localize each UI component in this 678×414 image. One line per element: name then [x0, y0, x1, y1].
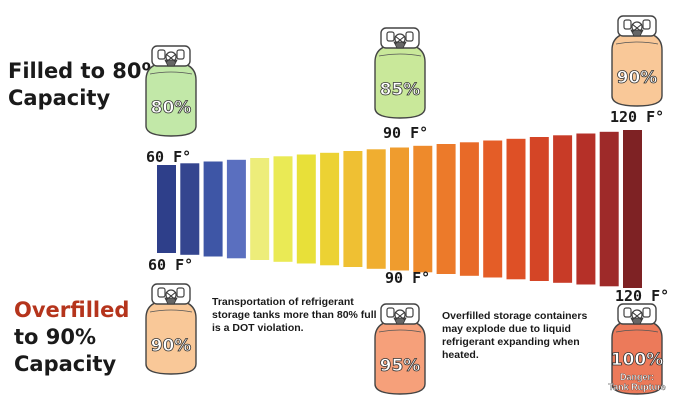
- filled-heading-line2: Capacity: [8, 86, 111, 110]
- propane-tank-icon: [145, 283, 197, 375]
- temperature-bar: [483, 140, 503, 278]
- temperature-bar: [226, 159, 246, 259]
- temp-label-bottom-60: 60 F°: [148, 256, 194, 274]
- tank-80-percent: 80%: [136, 40, 206, 140]
- tank-90-percent-bottom: 90%: [136, 278, 206, 378]
- tank-fill-label: 90%: [616, 68, 658, 89]
- temperature-bar: [599, 131, 619, 287]
- tank-90-percent-top: 90%: [602, 10, 672, 110]
- overfilled-heading: Overfilled to 90% Capacity: [14, 297, 129, 378]
- filled-heading-line1: Filled to 80%: [8, 59, 163, 83]
- tank-100-percent: 100% Danger: Tank Rupture: [602, 298, 672, 398]
- filled-heading: Filled to 80% Capacity: [8, 58, 163, 112]
- propane-tank-icon: [374, 303, 426, 395]
- tank-85-percent: 85%: [365, 22, 435, 122]
- temperature-bar: [343, 151, 363, 267]
- overfilled-heading-line2: to 90%: [14, 325, 97, 349]
- overfilled-heading-line3: Capacity: [14, 352, 117, 376]
- propane-tank-icon: [611, 15, 663, 107]
- propane-tank-icon: [611, 303, 663, 395]
- dot-violation-note: Transportation of refrigerant storage ta…: [212, 296, 377, 334]
- temp-label-bottom-90: 90 F°: [385, 269, 431, 287]
- temp-label-top-90: 90 F°: [383, 124, 429, 142]
- temperature-bar: [390, 147, 409, 271]
- temperature-bar: [180, 163, 200, 255]
- temperature-bar: [459, 142, 479, 276]
- temperature-bar: [413, 145, 433, 273]
- danger-label: Danger: Tank Rupture: [602, 372, 672, 392]
- temperature-bar: [366, 149, 386, 269]
- propane-tank-icon: [145, 45, 197, 137]
- temperature-bar: [436, 144, 456, 274]
- tank-fill-label: 85%: [379, 80, 421, 101]
- temp-label-top-120: 120 F°: [610, 108, 665, 126]
- propane-tank-icon: [374, 27, 426, 119]
- tank-fill-label: 95%: [379, 356, 421, 377]
- tank-fill-label: 80%: [150, 98, 192, 119]
- temp-label-top-60: 60 F°: [146, 148, 192, 166]
- tank-95-percent: 95%: [365, 298, 435, 398]
- danger-line2: Tank Rupture: [608, 382, 666, 392]
- danger-line1: Danger:: [619, 372, 654, 382]
- temp-label-bottom-120: 120 F°: [615, 287, 670, 305]
- tank-fill-label: 100%: [610, 350, 664, 371]
- temperature-bar: [273, 156, 293, 262]
- overfilled-heading-line1: Overfilled: [14, 298, 130, 322]
- temperature-bar: [553, 135, 573, 283]
- temperature-bar: [576, 133, 596, 285]
- explode-note: Overfilled storage containers may explod…: [442, 310, 588, 361]
- temperature-bar: [506, 138, 526, 280]
- temperature-bar: [529, 137, 549, 281]
- temperature-bar: [320, 152, 340, 266]
- temperature-bar: [157, 165, 176, 253]
- temperature-bar: [296, 154, 316, 264]
- temperature-bar: [623, 130, 642, 288]
- temperature-bar: [203, 161, 223, 257]
- tank-fill-label: 90%: [150, 336, 192, 357]
- temperature-bar: [250, 158, 270, 260]
